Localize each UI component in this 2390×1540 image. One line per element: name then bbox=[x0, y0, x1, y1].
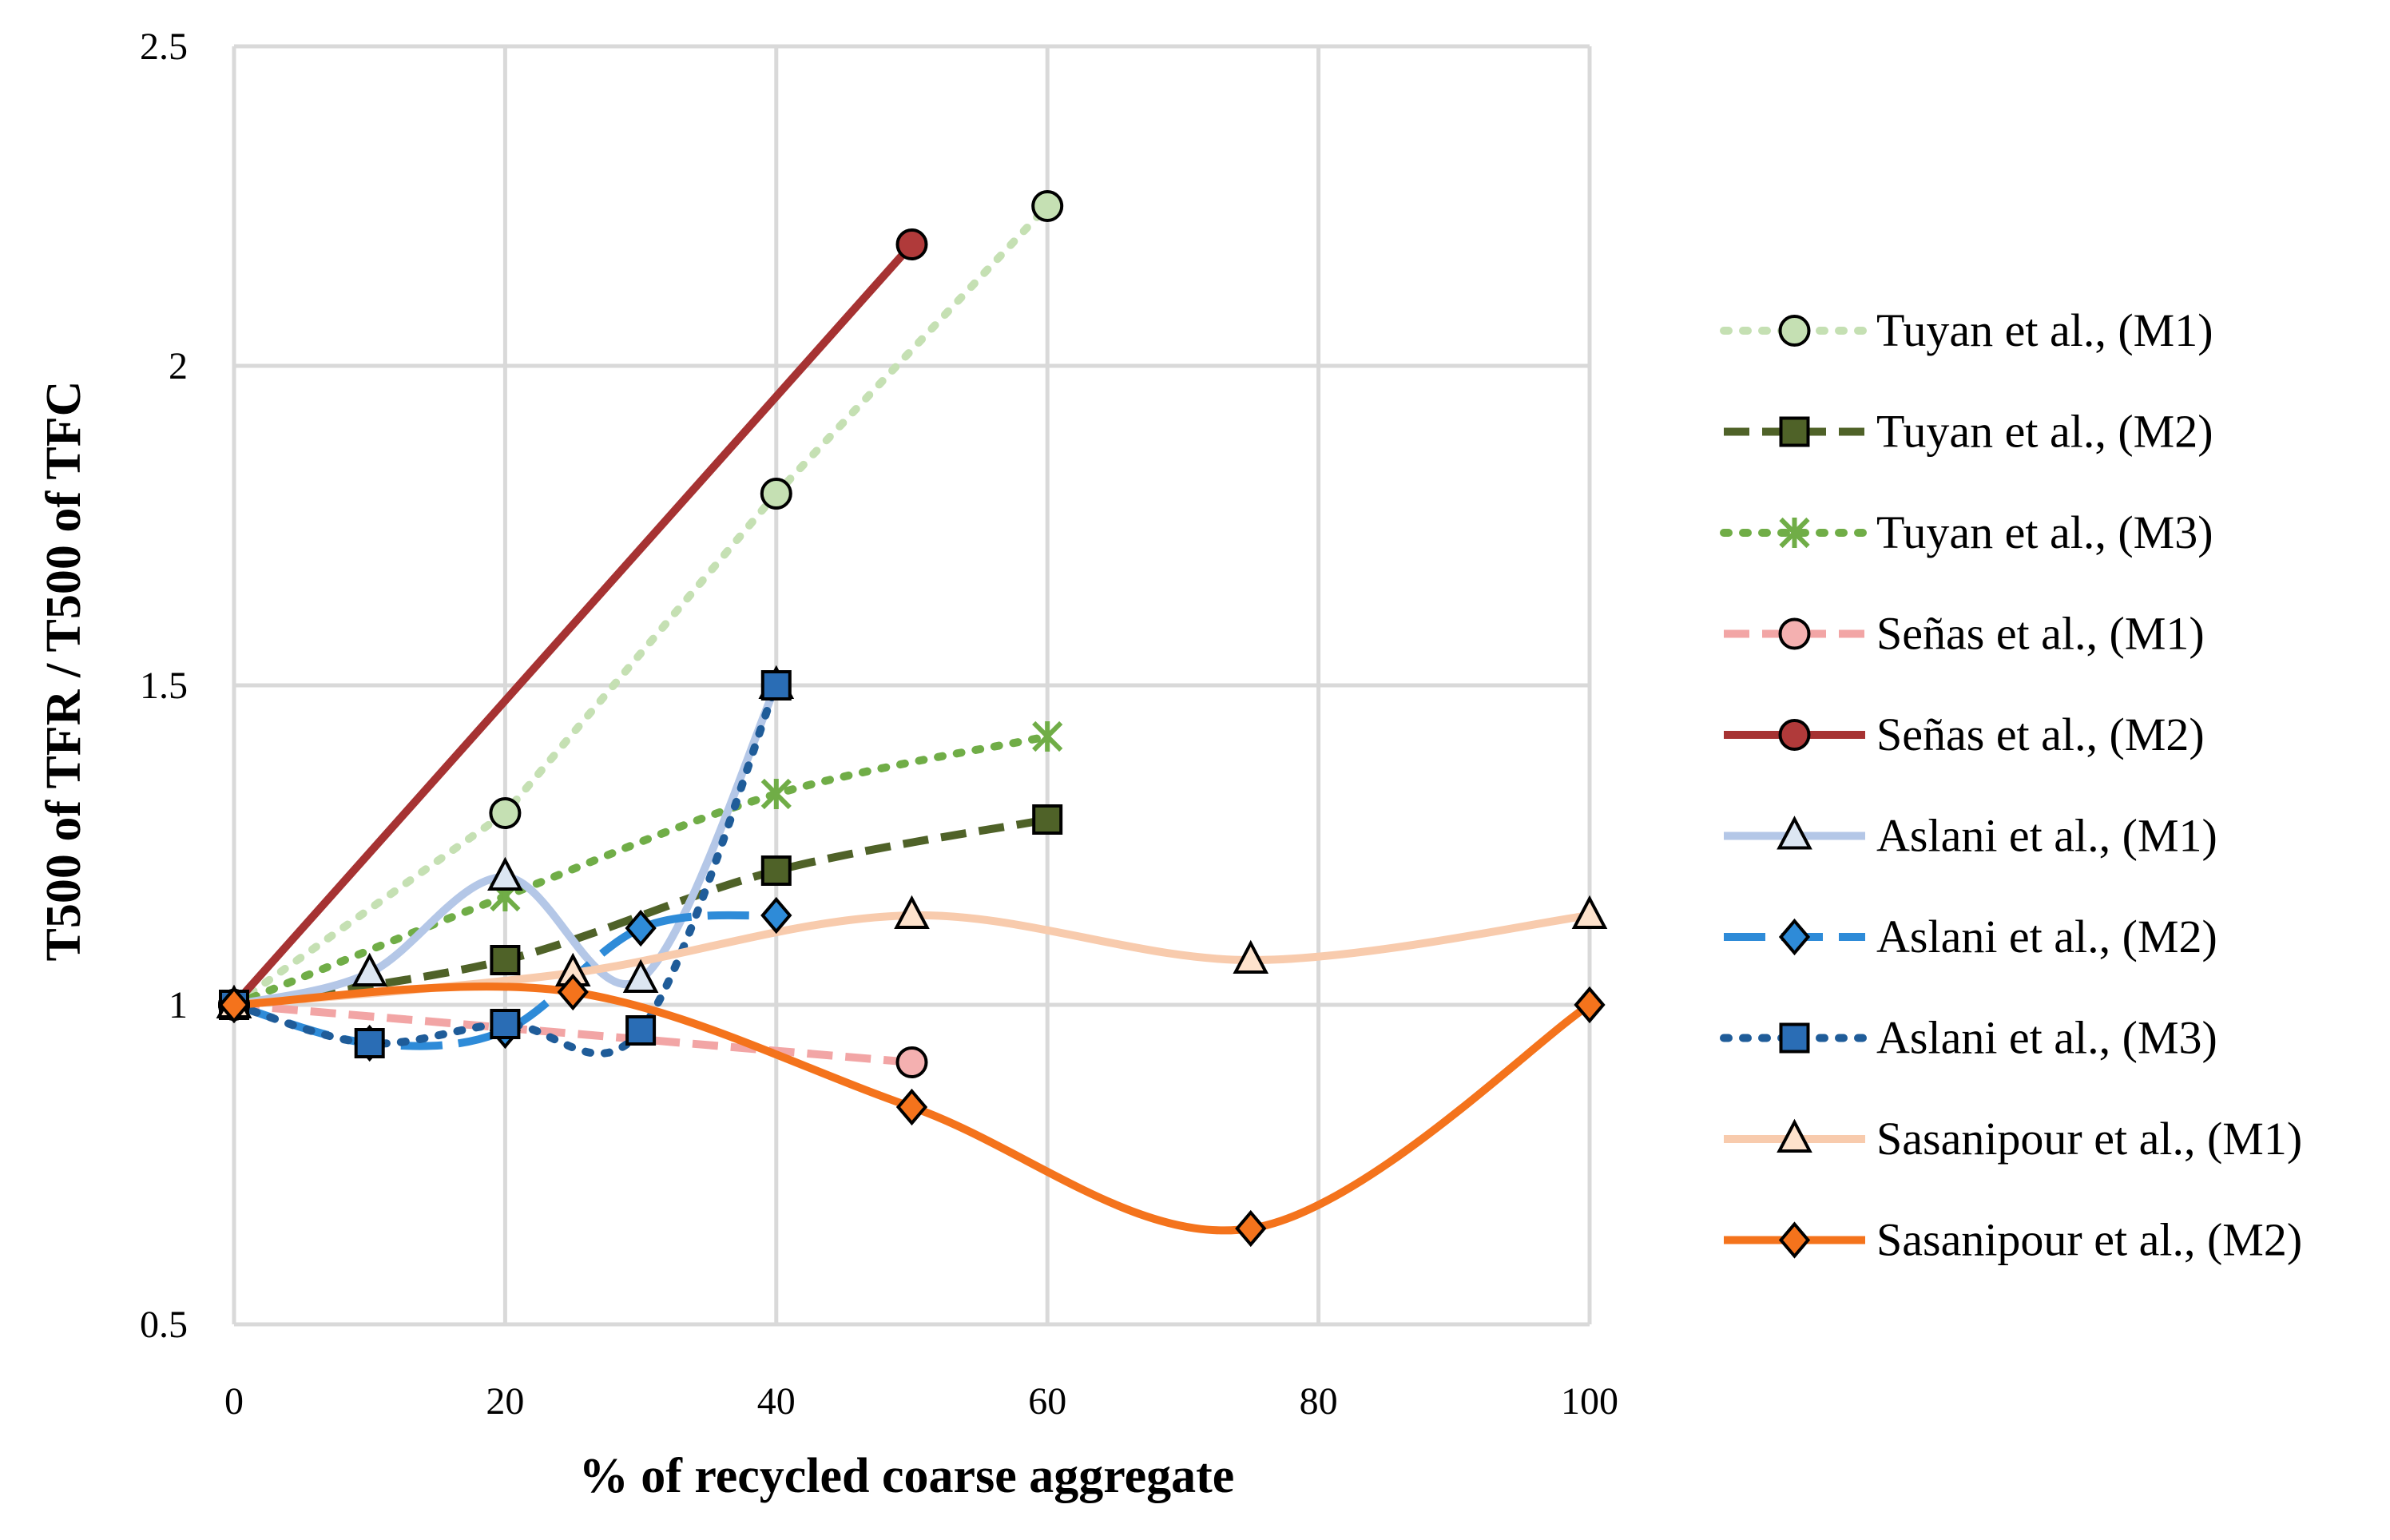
y-tick-label: 1.5 bbox=[140, 665, 188, 707]
data-point-marker bbox=[1235, 1209, 1267, 1248]
y-tick-label: 1 bbox=[169, 984, 188, 1026]
data-point-marker bbox=[625, 909, 657, 947]
data-point-marker bbox=[760, 778, 792, 810]
legend-item: Señas et al., (M2) bbox=[1724, 708, 2205, 760]
series-line-4 bbox=[231, 241, 915, 1008]
data-point-marker bbox=[760, 670, 792, 701]
legend-label: Tuyan et al., (M2) bbox=[1876, 406, 2213, 458]
legend-label: Aslani et al., (M3) bbox=[1876, 1012, 2217, 1064]
data-point-marker bbox=[218, 986, 250, 1024]
data-point-marker bbox=[1571, 895, 1608, 929]
legend-marker bbox=[1778, 918, 1811, 956]
legend-marker bbox=[1778, 719, 1811, 751]
data-point-marker bbox=[625, 1015, 657, 1046]
legend-marker bbox=[1779, 517, 1810, 549]
x-tick-label: 100 bbox=[1561, 1380, 1618, 1423]
legend-item: Tuyan et al., (M1) bbox=[1720, 304, 2213, 356]
y-axis-title: T500 of TFR / T500 of TFC bbox=[37, 381, 91, 962]
data-point-marker bbox=[622, 959, 659, 993]
data-point-marker bbox=[894, 895, 930, 929]
y-tick-label: 0.5 bbox=[140, 1304, 188, 1346]
legend-marker bbox=[1778, 617, 1811, 650]
legend-item: Tuyan et al., (M3) bbox=[1720, 506, 2213, 558]
data-point-marker bbox=[490, 1009, 521, 1039]
legend-label: Señas et al., (M2) bbox=[1876, 708, 2205, 760]
legend-label: Sasanipour et al., (M2) bbox=[1876, 1214, 2302, 1266]
y-tick-labels: 0.5 1 1.5 2 2.5 bbox=[140, 26, 188, 1346]
data-point-marker bbox=[354, 1028, 385, 1058]
legend-label: Aslani et al., (M2) bbox=[1876, 911, 2217, 963]
series-line-2 bbox=[230, 732, 1052, 1009]
data-point-marker bbox=[895, 1088, 928, 1126]
series-markers bbox=[216, 190, 1608, 1248]
x-tick-labels: 0 20 40 60 80 100 bbox=[224, 1380, 1618, 1423]
data-point-marker bbox=[489, 797, 522, 829]
y-tick-label: 2 bbox=[169, 345, 188, 387]
data-point-marker bbox=[760, 855, 792, 886]
gridlines bbox=[232, 44, 1592, 1327]
series-lines bbox=[230, 202, 1592, 1235]
legend-label: Sasanipour et al., (M1) bbox=[1876, 1113, 2302, 1165]
x-tick-label: 80 bbox=[1300, 1380, 1338, 1423]
legend: Tuyan et al., (M1) Tuyan et al., (M2) Tuya… bbox=[1720, 304, 2302, 1266]
series-line-0 bbox=[230, 202, 1052, 1009]
legend-item: Aslani et al., (M1) bbox=[1724, 810, 2217, 862]
legend-label: Tuyan et al., (M3) bbox=[1876, 506, 2213, 558]
legend-marker bbox=[1777, 816, 1812, 850]
legend-item: Sasanipour et al., (M1) bbox=[1724, 1113, 2302, 1165]
legend-marker bbox=[1778, 315, 1811, 347]
series-line-3 bbox=[233, 1001, 912, 1066]
legend-label: Tuyan et al., (M1) bbox=[1876, 304, 2213, 356]
data-point-marker bbox=[1574, 986, 1606, 1024]
data-point-marker bbox=[351, 952, 388, 986]
series-line-5 bbox=[232, 683, 780, 1009]
legend-marker bbox=[1779, 416, 1810, 447]
series-line-7 bbox=[230, 681, 780, 1058]
legend-item: Señas et al., (M1) bbox=[1724, 608, 2205, 660]
data-point-marker bbox=[487, 856, 523, 891]
data-point-marker bbox=[1031, 190, 1064, 222]
legend-label: Aslani et al., (M1) bbox=[1876, 810, 2217, 862]
data-point-marker bbox=[760, 896, 792, 935]
data-point-marker bbox=[895, 228, 928, 260]
x-tick-label: 20 bbox=[486, 1380, 524, 1423]
x-tick-label: 40 bbox=[757, 1380, 796, 1423]
legend-marker bbox=[1778, 1221, 1811, 1259]
data-point-marker bbox=[1233, 939, 1269, 974]
legend-marker bbox=[1777, 1118, 1812, 1153]
legend-item: Tuyan et al., (M2) bbox=[1724, 406, 2213, 458]
y-tick-label: 2.5 bbox=[140, 26, 188, 68]
series-line-1 bbox=[233, 816, 1049, 1009]
legend-marker bbox=[1779, 1022, 1810, 1054]
data-point-marker bbox=[557, 973, 589, 1011]
x-axis-title: % of recycled coarse aggregate bbox=[579, 1449, 1235, 1503]
data-point-marker bbox=[760, 478, 792, 510]
x-tick-label: 0 bbox=[224, 1380, 244, 1423]
data-point-marker bbox=[490, 945, 521, 975]
x-tick-label: 60 bbox=[1028, 1380, 1066, 1423]
legend-item: Aslani et al., (M2) bbox=[1724, 911, 2217, 963]
data-point-marker bbox=[1032, 804, 1063, 835]
legend-label: Señas et al., (M1) bbox=[1876, 608, 2205, 660]
legend-item: Aslani et al., (M3) bbox=[1720, 1012, 2217, 1064]
legend-item: Sasanipour et al., (M2) bbox=[1724, 1214, 2302, 1266]
data-point-marker bbox=[895, 1046, 928, 1078]
data-point-marker bbox=[1032, 720, 1063, 752]
